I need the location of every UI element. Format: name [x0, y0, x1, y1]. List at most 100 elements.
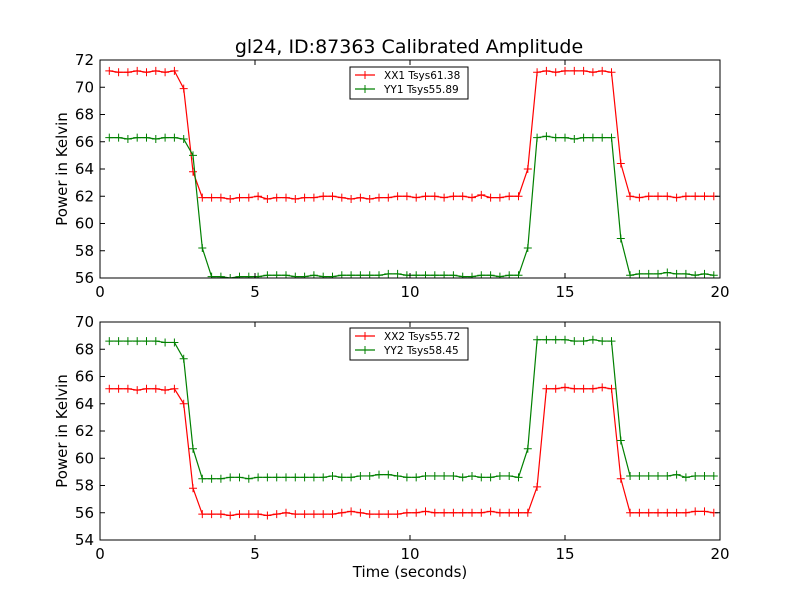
data-point: [133, 337, 142, 346]
data-point: [235, 193, 244, 202]
data-point: [272, 510, 281, 519]
data-point: [644, 269, 653, 278]
legend-marker: [361, 346, 369, 354]
data-point: [654, 508, 662, 517]
data-point: [440, 471, 449, 480]
data-point: [319, 192, 328, 201]
data-point: [328, 471, 337, 480]
data-point: [300, 473, 309, 482]
data-point: [337, 508, 346, 517]
data-point: [579, 384, 588, 393]
data-point: [365, 510, 374, 519]
y-tick-label: 58: [75, 477, 94, 495]
data-point: [523, 508, 532, 517]
data-point: [216, 193, 225, 202]
data-point: [123, 68, 132, 77]
legend-label: YY2 Tsys58.45: [383, 345, 459, 357]
data-point: [607, 68, 616, 77]
data-point: [551, 68, 560, 77]
data-point: [365, 471, 374, 480]
data-point: [244, 510, 253, 519]
data-point: [309, 473, 318, 482]
data-point: [151, 384, 160, 393]
data-point: [561, 133, 569, 142]
y-tick-label: 56: [75, 504, 94, 522]
data-point: [616, 234, 625, 243]
data-point: [523, 444, 532, 453]
data-point: [542, 132, 551, 141]
data-point: [291, 194, 300, 203]
data-point: [663, 508, 672, 517]
data-point: [561, 66, 569, 75]
data-point: [198, 193, 207, 202]
data-point: [105, 337, 114, 346]
data-point: [430, 192, 439, 201]
data-point: [198, 474, 207, 483]
data-point: [672, 269, 681, 278]
y-tick-label: 60: [75, 449, 94, 467]
data-point: [681, 269, 690, 278]
data-point: [282, 473, 290, 482]
y-tick-label: 70: [75, 313, 94, 331]
data-point: [356, 508, 365, 517]
data-point: [207, 272, 216, 278]
x-tick-label: 5: [250, 545, 260, 563]
data-point: [347, 507, 356, 516]
data-point: [179, 354, 188, 363]
data-point: [681, 192, 690, 201]
data-point: [533, 133, 542, 142]
y-tick-label: 70: [75, 78, 94, 96]
data-point: [542, 335, 551, 344]
data-point: [468, 193, 476, 202]
data-point: [254, 473, 263, 482]
data-point: [347, 473, 356, 482]
data-point: [207, 474, 216, 483]
data-point: [449, 192, 458, 201]
data-point: [254, 510, 263, 519]
data-point: [449, 508, 458, 517]
data-point: [551, 384, 560, 393]
series-group: [105, 66, 718, 278]
data-point: [709, 471, 718, 480]
data-point: [468, 471, 476, 480]
data-point: [328, 272, 337, 278]
data-point: [551, 335, 560, 344]
data-point: [691, 192, 700, 201]
data-point: [226, 194, 235, 203]
legend-label: XX1 Tsys61.38: [384, 70, 460, 82]
data-point: [393, 471, 402, 480]
data-point: [393, 510, 402, 519]
data-point: [189, 444, 197, 453]
data-point: [133, 66, 142, 75]
data-point: [523, 244, 532, 253]
data-point: [179, 84, 188, 93]
y-tick-label: 66: [75, 368, 94, 386]
data-point: [421, 507, 430, 516]
data-point: [561, 383, 569, 392]
data-point: [151, 135, 160, 144]
y-tick-label: 68: [75, 340, 94, 358]
data-point: [495, 193, 504, 202]
data-point: [170, 384, 179, 393]
data-point: [681, 508, 690, 517]
data-point: [635, 269, 644, 278]
y-axis-label: Power in Kelvin: [53, 374, 71, 488]
data-point: [588, 133, 597, 142]
data-point: [216, 474, 225, 483]
data-point: [644, 192, 653, 201]
data-point: [263, 194, 272, 203]
data-point: [570, 384, 579, 393]
data-point: [626, 192, 635, 201]
panels: 0 5 10 15 20 56 58 60 62 64 66 68 70 72 Power in Kelvi…: [53, 51, 730, 581]
data-point: [207, 510, 216, 519]
data-point: [523, 165, 532, 173]
data-point: [626, 471, 635, 480]
data-point: [663, 192, 672, 201]
data-point: [579, 66, 588, 75]
legend: XX1 Tsys61.38 YY1 Tsys55.89: [349, 66, 469, 100]
data-point: [533, 335, 542, 344]
x-tick-label: 10: [400, 545, 419, 563]
data-point: [393, 192, 402, 201]
data-point: [505, 508, 514, 517]
data-point: [402, 508, 411, 517]
